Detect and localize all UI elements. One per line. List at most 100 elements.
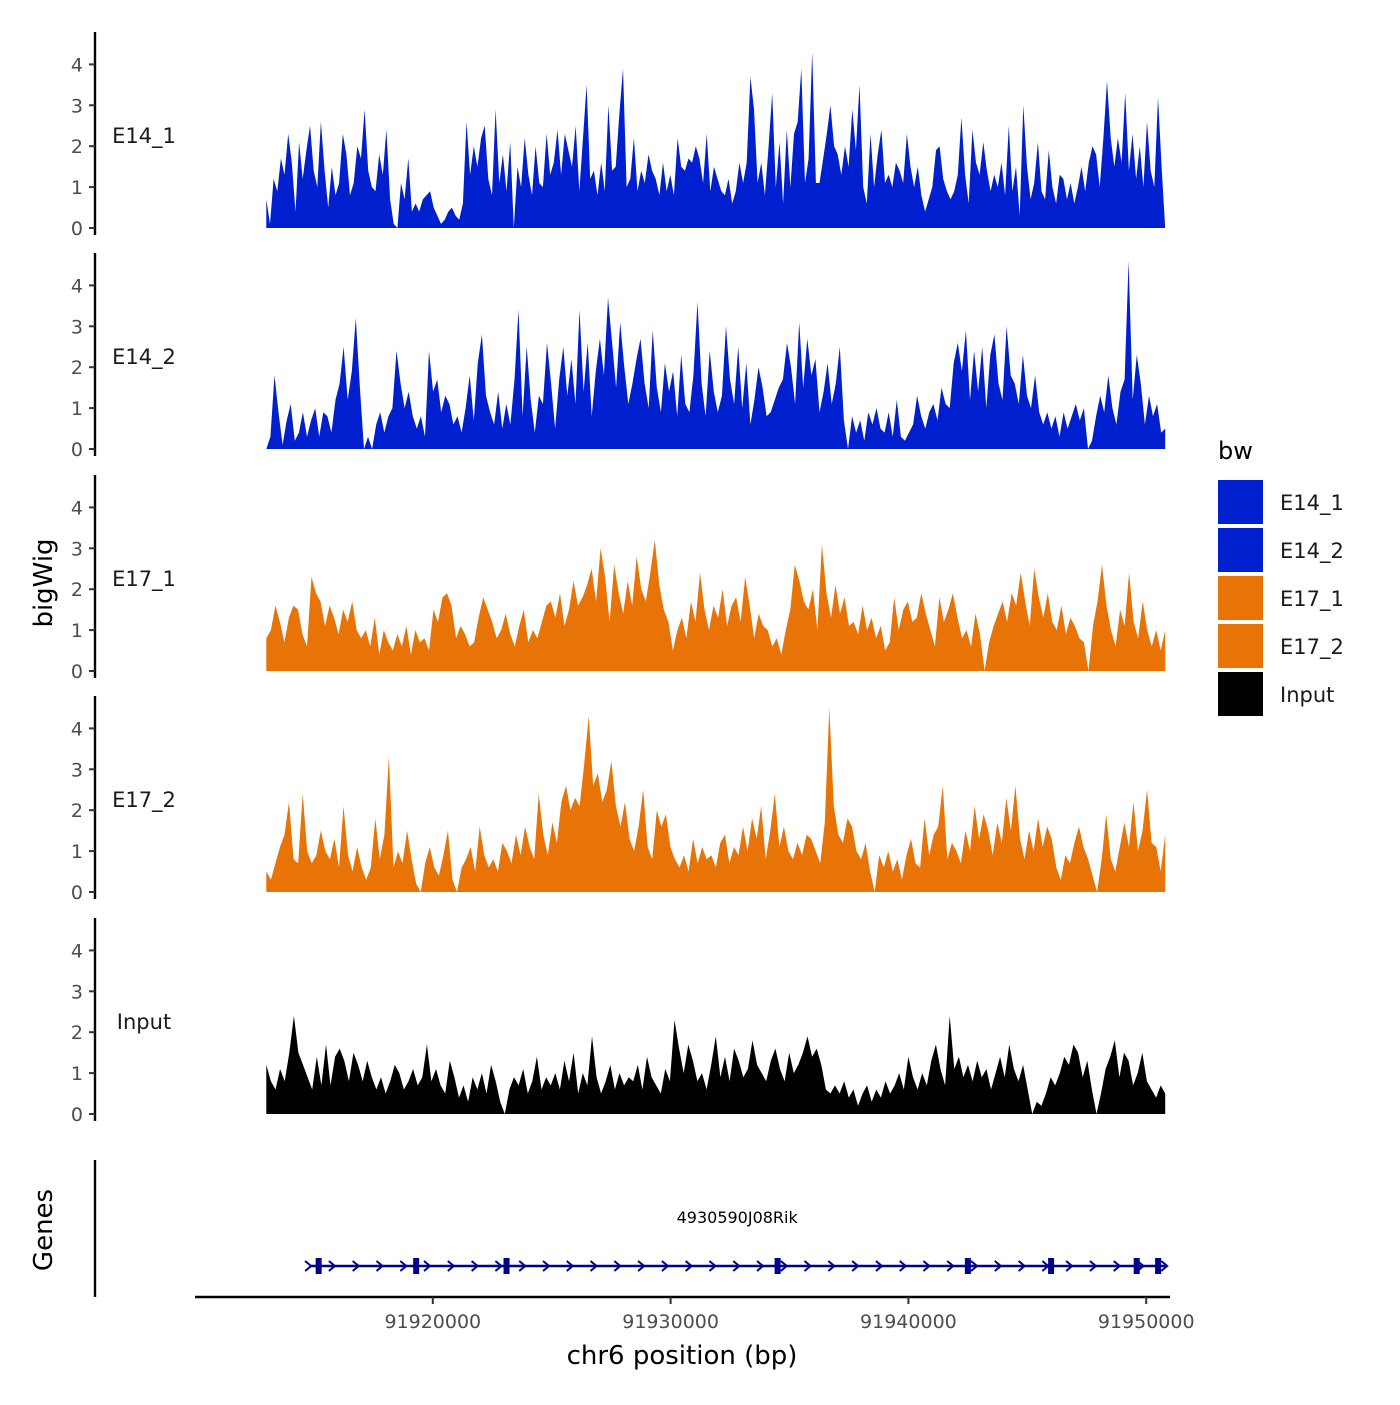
strand-arrow (352, 1260, 361, 1272)
strand-arrow (542, 1260, 551, 1272)
strand-arrow (1160, 1260, 1169, 1272)
y-tick-label: 2 (71, 579, 83, 601)
strand-arrow (1017, 1260, 1027, 1272)
strand-arrow (399, 1260, 408, 1272)
strand-arrow (946, 1260, 955, 1272)
y-tick-label: 2 (71, 800, 83, 822)
strand-arrow (827, 1260, 836, 1272)
y-tick-label: 0 (71, 1104, 83, 1126)
strand-arrow (899, 1260, 908, 1272)
strand-arrow (1113, 1260, 1122, 1272)
strand-arrow (1065, 1260, 1074, 1272)
strand-arrow (756, 1260, 765, 1272)
y-tick-label: 1 (71, 1063, 83, 1085)
x-tick-label: 91940000 (860, 1311, 957, 1333)
strand-arrow (708, 1260, 717, 1272)
signal-area-E17_1 (266, 540, 1166, 671)
y-tick-label: 3 (71, 981, 83, 1003)
strand-arrow (304, 1260, 313, 1272)
y-tick-label: 0 (71, 661, 83, 683)
legend-label: E14_2 (1280, 539, 1344, 564)
y-tick-label: 2 (71, 357, 83, 379)
y-axis-title: bigWig (29, 538, 59, 627)
track-E17_1: 0 1 2 3 4 E17_1 (71, 475, 1166, 683)
track-E14_1: 0 1 2 3 4 E14_1 (71, 32, 1166, 240)
gene-exon (503, 1258, 510, 1274)
track-Input: 0 1 2 3 4 Input (71, 918, 1166, 1126)
y-tick-label: 0 (71, 218, 83, 240)
x-axis: 91920000 91930000 91940000 91950000 (195, 1295, 1195, 1333)
y-tick-label: 0 (71, 882, 83, 904)
strand-arrow (875, 1260, 884, 1272)
gene-exon (413, 1258, 420, 1274)
legend-title: bw (1218, 437, 1253, 465)
track-label: E14_1 (112, 124, 176, 149)
signal-area-E17_2 (266, 708, 1166, 892)
genes-track-title: Genes (29, 1189, 59, 1271)
legend-label: E17_2 (1280, 635, 1344, 660)
track-label: Input (117, 1010, 171, 1034)
strand-arrow (589, 1260, 599, 1272)
strand-arrow (447, 1260, 456, 1272)
y-tick-label: 4 (71, 940, 83, 962)
y-tick-label: 4 (71, 54, 83, 76)
gene-name-label: 4930590J08Rik (677, 1208, 799, 1227)
gene-exon (774, 1258, 781, 1274)
y-tick-label: 4 (71, 497, 83, 519)
x-tick-label: 91930000 (622, 1311, 719, 1333)
y-tick-label: 0 (71, 439, 83, 461)
x-axis-title: chr6 position (bp) (567, 1341, 798, 1371)
signal-area-E14_2 (266, 260, 1166, 449)
genes-track: 4930590J08Rik (93, 1160, 1169, 1297)
gene-exon (964, 1258, 971, 1274)
y-tick-label: 1 (71, 177, 83, 199)
track-label: E17_2 (112, 788, 176, 813)
track-label: E14_2 (112, 345, 176, 370)
strand-arrow (328, 1260, 337, 1272)
strand-arrow (423, 1260, 432, 1272)
signal-tracks: 0 1 2 3 4 E14_1 0 1 2 3 4 E14_2 0 1 2 3 4 E17_1 0 1 2 3 4 E17_2… (71, 32, 1166, 1126)
legend-swatch (1218, 576, 1263, 620)
legend-swatch (1218, 480, 1263, 524)
y-tick-label: 3 (71, 759, 83, 781)
track-label: E17_1 (112, 567, 176, 592)
x-tick-label: 91920000 (384, 1311, 481, 1333)
strand-arrow (994, 1260, 1003, 1272)
strand-arrow (780, 1260, 789, 1272)
strand-arrow (684, 1260, 694, 1272)
legend-swatch (1218, 528, 1263, 572)
strand-arrow (803, 1260, 813, 1272)
y-tick-label: 1 (71, 841, 83, 863)
y-tick-label: 1 (71, 620, 83, 642)
strand-arrow (566, 1260, 575, 1272)
y-tick-label: 2 (71, 136, 83, 158)
legend-label: Input (1280, 683, 1334, 707)
legend: bw E14_1 E14_2 E17_1 E17_2 Input (1218, 437, 1344, 716)
strand-arrow (732, 1260, 741, 1272)
strand-arrow (661, 1260, 670, 1272)
track-E14_2: 0 1 2 3 4 E14_2 (71, 253, 1166, 461)
gene-exon (1155, 1258, 1162, 1274)
gene-exon (315, 1258, 322, 1274)
y-tick-label: 3 (71, 538, 83, 560)
legend-label: E17_1 (1280, 587, 1344, 612)
strand-arrow (613, 1260, 622, 1272)
track-E17_2: 0 1 2 3 4 E17_2 (71, 696, 1166, 904)
y-tick-label: 2 (71, 1022, 83, 1044)
y-tick-label: 4 (71, 275, 83, 297)
gene-exon (1048, 1258, 1055, 1274)
strand-arrow (470, 1260, 480, 1272)
gene-exon (1133, 1258, 1140, 1274)
x-tick-label: 91950000 (1098, 1311, 1195, 1333)
strand-arrow (494, 1260, 503, 1272)
legend-swatch (1218, 672, 1263, 716)
signal-area-E14_1 (266, 52, 1166, 228)
strand-arrow (970, 1260, 979, 1272)
signal-area-Input (266, 1015, 1166, 1114)
strand-arrow (922, 1260, 931, 1272)
strand-arrow (851, 1260, 860, 1272)
y-tick-label: 3 (71, 95, 83, 117)
y-tick-label: 4 (71, 718, 83, 740)
